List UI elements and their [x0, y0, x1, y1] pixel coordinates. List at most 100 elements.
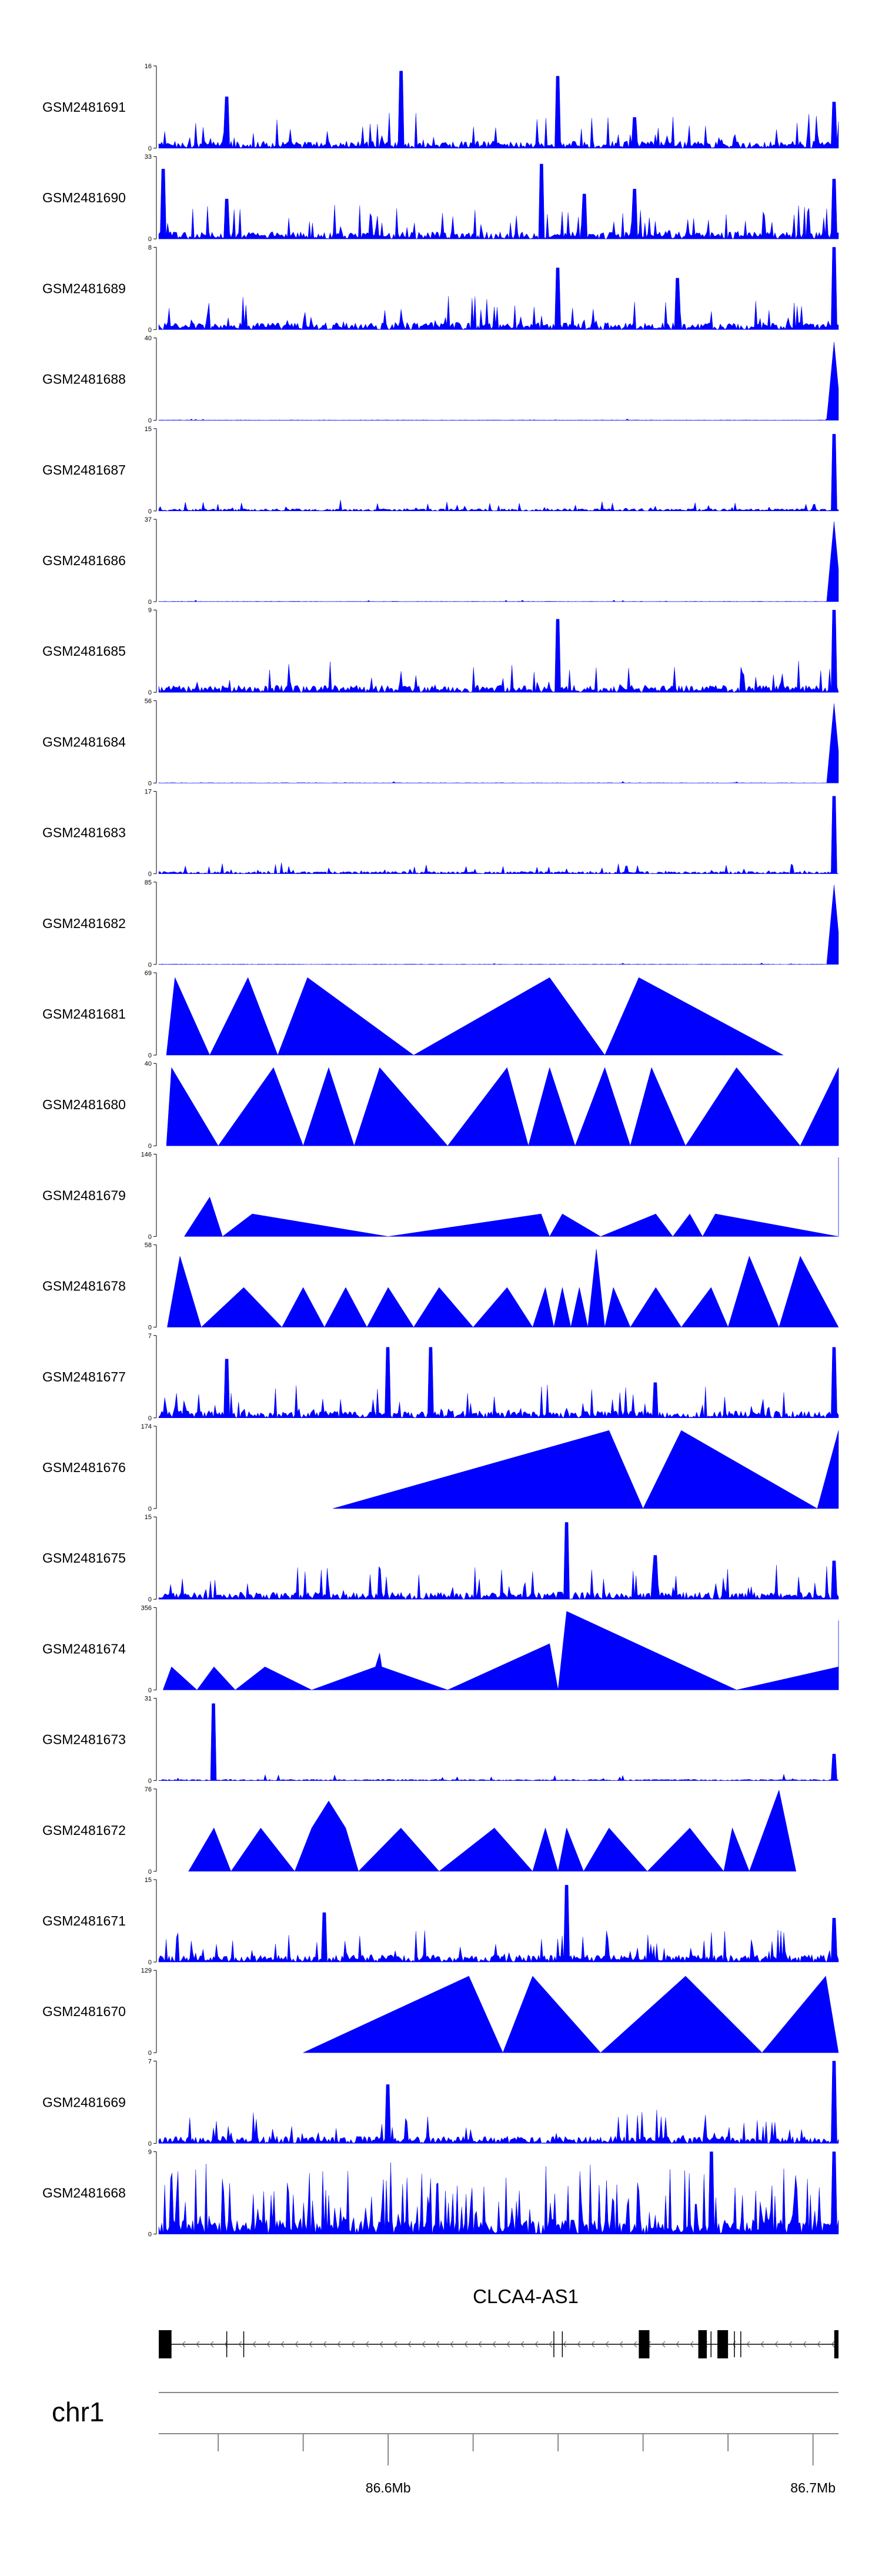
y-max-label: 8 [148, 244, 152, 251]
y-min-label: 0 [148, 1868, 152, 1876]
exon [159, 2330, 172, 2358]
strand-arrow [436, 2341, 440, 2348]
track-GSM2481678: GSM2481678 58 0 [42, 1242, 839, 1332]
coverage-area [303, 1976, 839, 2053]
gene-name: CLCA4-AS1 [473, 2285, 579, 2307]
coverage-area [158, 433, 839, 512]
track-GSM2481682: GSM2481682 85 0 [42, 879, 839, 969]
strand-arrow [577, 2341, 581, 2348]
coverage-area [158, 1703, 839, 1781]
strand-arrow [662, 2341, 666, 2348]
track-GSM2481681: GSM2481681 69 0 [42, 970, 784, 1059]
track-label: GSM2481690 [42, 190, 126, 205]
y-min-label: 0 [148, 326, 152, 333]
y-min-label: 0 [148, 962, 152, 969]
coverage-area [158, 2061, 839, 2144]
strand-arrow [563, 2341, 567, 2348]
y-min-label: 0 [148, 1778, 152, 1785]
y-max-label: 56 [145, 698, 152, 705]
track-label: GSM2481669 [42, 2094, 126, 2110]
track-GSM2481683: GSM2481683 17 0 [42, 789, 839, 878]
coverage-area [158, 342, 839, 421]
strand-arrow [196, 2341, 200, 2348]
y-max-label: 7 [148, 2058, 152, 2065]
data-tracks: GSM2481691160GSM2481690330GSM248168980GS… [42, 63, 839, 2238]
track-GSM2481672: GSM2481672 76 0 [42, 1786, 797, 1876]
y-max-label: 129 [141, 1967, 152, 1974]
track-label: GSM2481683 [42, 825, 126, 840]
strand-arrow [760, 2341, 764, 2348]
strand-arrow [690, 2341, 694, 2348]
chromosome-name: chr1 [52, 2397, 104, 2427]
track-label: GSM2481668 [42, 2185, 126, 2201]
strand-arrow [182, 2341, 186, 2348]
strand-arrow [591, 2341, 595, 2348]
y-max-label: 9 [148, 607, 152, 614]
track-GSM2481687: GSM2481687 15 0 [42, 426, 839, 515]
track-GSM2481688: GSM2481688 40 0 [42, 335, 839, 425]
strand-arrow [266, 2341, 270, 2348]
y-max-label: 37 [145, 516, 152, 523]
track-label: GSM2481682 [42, 916, 126, 931]
y-min-label: 0 [148, 871, 152, 878]
track-label: GSM2481672 [42, 1823, 126, 1838]
track-label: GSM2481687 [42, 462, 126, 478]
strand-arrow [309, 2341, 313, 2348]
strand-arrow [549, 2341, 553, 2348]
coverage-area [158, 703, 839, 783]
y-max-label: 58 [145, 1242, 152, 1249]
y-min-label: 0 [148, 2050, 152, 2057]
coverage-area [158, 163, 839, 239]
strand-arrow [619, 2341, 623, 2348]
coverage-area [333, 1430, 839, 1509]
exon [717, 2330, 729, 2358]
track-label: GSM2481674 [42, 1641, 126, 1656]
axis-tick-label: 86.6Mb [366, 2480, 411, 2495]
track-GSM2481690: GSM2481690 33 0 [42, 154, 839, 243]
y-max-label: 15 [145, 1877, 152, 1884]
y-max-label: 15 [145, 426, 152, 433]
strand-arrow [506, 2341, 510, 2348]
y-max-label: 356 [141, 1604, 152, 1611]
strand-arrow [774, 2341, 779, 2348]
strand-arrow [351, 2341, 355, 2348]
y-max-label: 146 [141, 1151, 152, 1158]
y-min-label: 0 [148, 1143, 152, 1150]
track-label: GSM2481679 [42, 1187, 126, 1203]
strand-arrow [323, 2341, 327, 2348]
coverage-area [166, 1067, 839, 1147]
track-GSM2481689: GSM2481689 8 0 [42, 244, 839, 333]
strand-arrow [817, 2341, 821, 2348]
track-label: GSM2481685 [42, 643, 126, 659]
strand-arrow [789, 2341, 793, 2348]
track-label: GSM2481681 [42, 1006, 126, 1022]
strand-arrow [280, 2341, 285, 2348]
y-min-label: 0 [148, 599, 152, 606]
track-label: GSM2481689 [42, 281, 126, 296]
coverage-area [158, 2151, 839, 2235]
strand-arrow [337, 2341, 341, 2348]
strand-arrow [365, 2341, 369, 2348]
strand-arrow [534, 2341, 539, 2348]
y-min-label: 0 [148, 2140, 152, 2147]
exon [834, 2330, 838, 2358]
track-GSM2481674: GSM2481674 356 0 [42, 1604, 839, 1694]
track-label: GSM2481673 [42, 1732, 126, 1747]
strand-arrow [803, 2341, 807, 2348]
genome-axis-track: chr1 86.6Mb 86.7Mb [52, 2392, 838, 2495]
track-GSM2481676: GSM2481676 174 0 [42, 1423, 839, 1513]
track-label: GSM2481680 [42, 1097, 126, 1112]
y-min-label: 0 [148, 1596, 152, 1603]
strand-arrow [464, 2341, 468, 2348]
y-max-label: 40 [145, 335, 152, 342]
track-GSM2481673: GSM2481673 31 0 [42, 1696, 839, 1785]
coverage-area [158, 1347, 839, 1419]
coverage-area [158, 247, 839, 330]
coverage-area [188, 1789, 797, 1872]
track-label: GSM2481670 [42, 2004, 126, 2019]
track-GSM2481671: GSM2481671 15 0 [42, 1877, 839, 1966]
track-GSM2481686: GSM2481686 37 0 [42, 516, 839, 606]
y-max-label: 76 [145, 1786, 152, 1793]
exon [639, 2330, 650, 2358]
track-GSM2481685: GSM2481685 9 0 [42, 607, 839, 696]
